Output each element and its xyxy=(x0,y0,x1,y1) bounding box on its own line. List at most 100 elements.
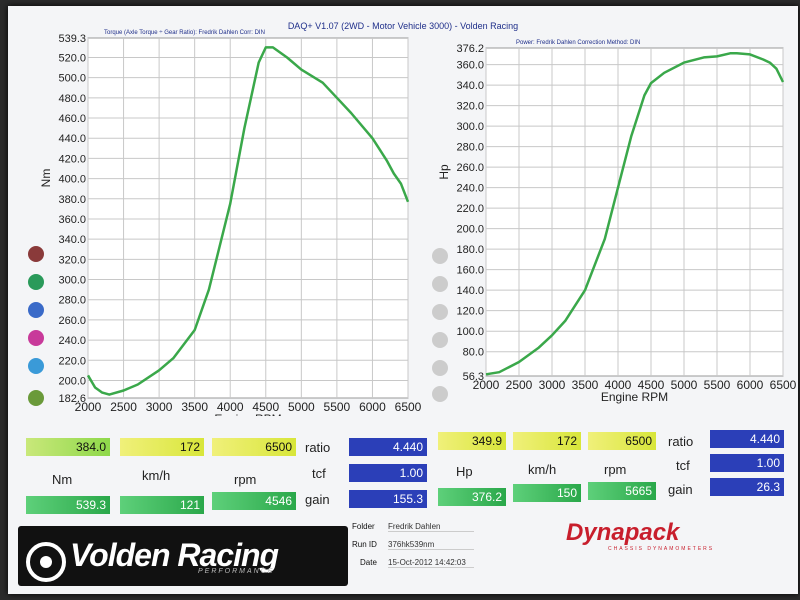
torque-xtick-label: 6000 xyxy=(359,400,386,414)
brand-logo-sub: PERFORMANCE xyxy=(198,568,274,575)
legend-dot-r5[interactable] xyxy=(432,360,448,376)
right-tcf-label: tcf xyxy=(676,458,690,473)
torque-xtick-label: 6500 xyxy=(395,400,422,414)
torque-ytick-label: 300.0 xyxy=(58,275,86,287)
left-cursor-rpm: 6500 xyxy=(212,438,296,456)
legend-dot-4[interactable] xyxy=(28,330,44,346)
power-xtick-label: 5000 xyxy=(671,378,698,392)
run-id-label: Run ID xyxy=(352,540,377,549)
torque-xtick-label: 3500 xyxy=(181,400,208,414)
torque-xtick-label: 3000 xyxy=(146,400,173,414)
torque-ytick-label: 260.0 xyxy=(58,315,86,327)
power-ytick-label: 280.0 xyxy=(456,142,484,154)
power-ytick-label: 140.0 xyxy=(456,285,484,297)
left-ratio-value: 4.440 xyxy=(349,438,427,456)
power-ytick-label: 80.0 xyxy=(463,347,484,359)
legend-dot-r4[interactable] xyxy=(432,332,448,348)
legend-dot-r3[interactable] xyxy=(432,304,448,320)
power-ytick-label: 300.0 xyxy=(456,121,484,133)
torque-ytick-label: 520.0 xyxy=(58,52,86,64)
power-ytick-label: 120.0 xyxy=(456,306,484,318)
folder-value: Fredrik Dahlen xyxy=(388,522,474,532)
power-ytick-label: 200.0 xyxy=(456,224,484,236)
torque-ytick-label: 240.0 xyxy=(58,335,86,347)
power-ytick-label: 220.0 xyxy=(456,203,484,215)
power-ytick-label: 160.0 xyxy=(456,265,484,277)
power-ytick-label: 180.0 xyxy=(456,244,484,256)
power-xtick-label: 6500 xyxy=(770,378,797,392)
left-unit-kmh: km/h xyxy=(142,468,170,483)
left-peak-kmh: 121 xyxy=(120,496,204,514)
power-xtick-label: 3000 xyxy=(539,378,566,392)
power-ytick-label: 56.3 xyxy=(463,371,484,383)
torque-ytick-label: 380.0 xyxy=(58,194,86,206)
right-unit-hp: Hp xyxy=(456,464,473,479)
right-gain-label: gain xyxy=(668,482,693,497)
right-ratio-label: ratio xyxy=(668,434,693,449)
torque-ytick-label: 440.0 xyxy=(58,133,86,145)
legend-dot-3[interactable] xyxy=(28,302,44,318)
legend-dot-r6[interactable] xyxy=(432,386,448,402)
power-ylabel: Hp xyxy=(437,164,451,180)
legend-dot-2[interactable] xyxy=(28,274,44,290)
left-tcf-label: tcf xyxy=(312,466,326,481)
left-unit-nm: Nm xyxy=(52,472,72,487)
power-ytick-label: 376.2 xyxy=(456,43,484,55)
left-unit-rpm: rpm xyxy=(234,472,256,487)
torque-ytick-label: 182.6 xyxy=(58,393,86,405)
power-ytick-label: 360.0 xyxy=(456,60,484,72)
right-peak-kmh: 150 xyxy=(513,484,581,502)
date-value: 15-Oct-2012 14:42:03 xyxy=(388,558,474,568)
torque-xtick-label: 2500 xyxy=(110,400,137,414)
power-chart: 2000 2500 3000 3500 4000 4500 5000 5500 6000 6500… xyxy=(428,6,798,416)
dyno-sheet: DAQ+ V1.07 (2WD - Motor Vehicle 3000) - … xyxy=(8,6,798,594)
folder-label: Folder xyxy=(352,522,375,531)
dynapack-sub: CHASSIS DYNAMOMETERS xyxy=(608,546,714,552)
power-ytick-label: 240.0 xyxy=(456,183,484,195)
torque-xtick-label: 5000 xyxy=(288,400,315,414)
torque-ytick-label: 340.0 xyxy=(58,234,86,246)
torque-ylabel: Nm xyxy=(39,169,53,188)
power-ytick-label: 100.0 xyxy=(456,326,484,338)
torque-ytick-label: 320.0 xyxy=(58,254,86,266)
torque-ytick-label: 500.0 xyxy=(58,73,86,85)
left-cursor-nm: 384.0 xyxy=(26,438,110,456)
right-tcf-value: 1.00 xyxy=(710,454,784,472)
dynapack-logo: Dynapack xyxy=(566,519,679,547)
power-ytick-label: 340.0 xyxy=(456,80,484,92)
torque-chart: 2000 2500 3000 3500 4000 4500 5000 5500 6000 6500… xyxy=(8,6,428,416)
left-cursor-kmh: 172 xyxy=(120,438,204,456)
legend-dot-1[interactable] xyxy=(28,246,44,262)
turbo-logo-icon xyxy=(24,540,68,584)
torque-xlabel: Engine RPM xyxy=(214,412,281,416)
left-gain-label: gain xyxy=(305,492,330,507)
right-cursor-rpm: 6500 xyxy=(588,432,656,450)
power-xtick-label: 3500 xyxy=(572,378,599,392)
run-id-value: 376hk539nm xyxy=(388,540,474,550)
power-plot-area xyxy=(486,48,783,376)
right-ratio-value: 4.440 xyxy=(710,430,784,448)
right-peak-hp: 376.2 xyxy=(438,488,506,506)
torque-ytick-label: 220.0 xyxy=(58,355,86,367)
right-unit-rpm: rpm xyxy=(604,462,626,477)
torque-ytick-label: 539.3 xyxy=(58,33,86,45)
right-gain-value: 26.3 xyxy=(710,478,784,496)
torque-ytick-label: 460.0 xyxy=(58,113,86,125)
left-tcf-value: 1.00 xyxy=(349,464,427,482)
power-ytick-label: 260.0 xyxy=(456,162,484,174)
torque-ytick-label: 400.0 xyxy=(58,174,86,186)
legend-dot-r1[interactable] xyxy=(432,248,448,264)
torque-ytick-label: 200.0 xyxy=(58,375,86,387)
torque-plot-area xyxy=(88,38,408,398)
legend-dot-r2[interactable] xyxy=(432,276,448,292)
right-cursor-kmh: 172 xyxy=(513,432,581,450)
legend-dot-6[interactable] xyxy=(28,390,44,406)
left-peak-rpm: 4546 xyxy=(212,492,296,510)
power-xlabel: Engine RPM xyxy=(601,390,668,404)
legend-dot-5[interactable] xyxy=(28,358,44,374)
right-cursor-hp: 349.9 xyxy=(438,432,506,450)
left-gain-value: 155.3 xyxy=(349,490,427,508)
left-ratio-label: ratio xyxy=(305,440,330,455)
torque-ytick-label: 280.0 xyxy=(58,295,86,307)
right-unit-kmh: km/h xyxy=(528,462,556,477)
